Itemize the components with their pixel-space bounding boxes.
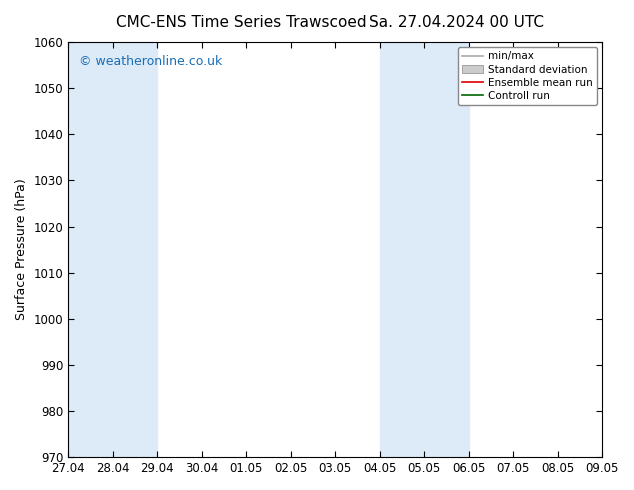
Bar: [380, 42, 424, 457]
Text: © weatheronline.co.uk: © weatheronline.co.uk: [79, 54, 222, 68]
Y-axis label: Surface Pressure (hPa): Surface Pressure (hPa): [15, 179, 28, 320]
Bar: [68, 42, 113, 457]
Text: Sa. 27.04.2024 00 UTC: Sa. 27.04.2024 00 UTC: [369, 15, 544, 30]
Bar: [424, 42, 469, 457]
Legend: min/max, Standard deviation, Ensemble mean run, Controll run: min/max, Standard deviation, Ensemble me…: [458, 47, 597, 105]
Text: CMC-ENS Time Series Trawscoed: CMC-ENS Time Series Trawscoed: [115, 15, 366, 30]
Bar: [113, 42, 157, 457]
